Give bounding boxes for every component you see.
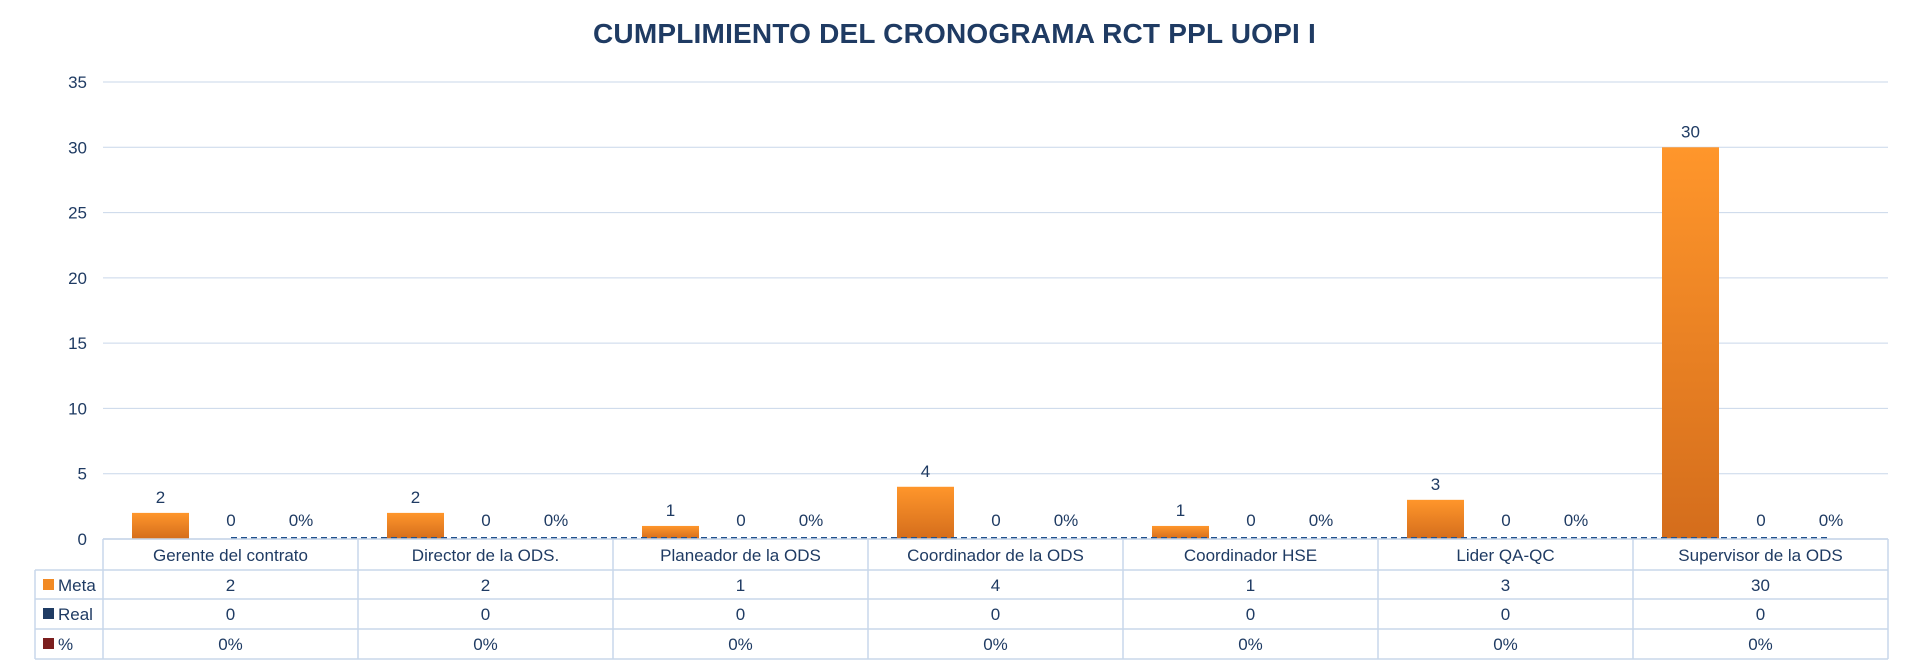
table-cell: 0 <box>1246 605 1255 624</box>
table-cell: 1 <box>1246 576 1255 595</box>
data-label-real: 0 <box>1501 511 1510 530</box>
legend-key <box>43 638 54 649</box>
x-tick-label: Gerente del contrato <box>153 546 308 565</box>
y-tick-label: 10 <box>68 399 87 418</box>
table-cell: 0 <box>991 605 1000 624</box>
data-label-meta: 2 <box>156 488 165 507</box>
data-label-real: 0 <box>1756 511 1765 530</box>
data-label-percent: 0% <box>289 511 314 530</box>
y-tick-label: 25 <box>68 204 87 223</box>
table-cell: 3 <box>1501 576 1510 595</box>
table-cell: 0 <box>1501 605 1510 624</box>
y-tick-label: 30 <box>68 138 87 157</box>
table-cell: 0 <box>481 605 490 624</box>
y-tick-label: 0 <box>78 530 87 549</box>
legend-key <box>43 579 54 590</box>
data-label-percent: 0% <box>544 511 569 530</box>
table-cell: 2 <box>226 576 235 595</box>
table-cell: 0% <box>1493 635 1518 654</box>
bar-meta <box>1152 525 1209 539</box>
gridlines <box>103 81 1888 540</box>
x-tick-label: Lider QA-QC <box>1456 546 1554 565</box>
y-tick-label: 5 <box>78 465 87 484</box>
x-tick-label: Director de la ODS. <box>412 546 559 565</box>
bar-meta <box>897 486 954 539</box>
data-label-percent: 0% <box>1564 511 1589 530</box>
table-cell: 0 <box>226 605 235 624</box>
data-label-meta: 2 <box>411 488 420 507</box>
x-tick-label: Supervisor de la ODS <box>1678 546 1842 565</box>
y-tick-label: 20 <box>68 269 87 288</box>
table-cell: 0% <box>1238 635 1263 654</box>
table-cell: 0 <box>736 605 745 624</box>
table-cell: 0% <box>1748 635 1773 654</box>
bar-meta <box>1662 147 1719 540</box>
data-label-real: 0 <box>1246 511 1255 530</box>
y-tick-label: 35 <box>68 73 87 92</box>
data-label-meta: 4 <box>921 462 930 481</box>
data-label-real: 0 <box>736 511 745 530</box>
x-tick-label: Planeador de la ODS <box>660 546 821 565</box>
bar-meta <box>132 512 189 539</box>
bar-meta <box>1407 499 1464 539</box>
bar-meta <box>642 525 699 539</box>
data-label-real: 0 <box>226 511 235 530</box>
legend-label: Meta <box>58 576 96 595</box>
table-cell: 0% <box>983 635 1008 654</box>
data-table: Gerente del contrato Director de la ODS. P… <box>34 538 1889 660</box>
data-label-percent: 0% <box>1054 511 1079 530</box>
data-label-real: 0 <box>481 511 490 530</box>
x-tick-label: Coordinador HSE <box>1184 546 1317 565</box>
data-label-real: 0 <box>991 511 1000 530</box>
table-cell: 1 <box>736 576 745 595</box>
table-cell: 2 <box>481 576 490 595</box>
table-cell: 0% <box>728 635 753 654</box>
y-axis: 0 5 10 15 20 25 30 35 <box>68 73 87 549</box>
table-cell: 0% <box>218 635 243 654</box>
y-tick-label: 15 <box>68 334 87 353</box>
data-label-meta: 1 <box>1176 501 1185 520</box>
x-tick-label: Coordinador de la ODS <box>907 546 1084 565</box>
data-label-percent: 0% <box>1819 511 1844 530</box>
data-label-meta: 3 <box>1431 475 1440 494</box>
data-label-meta: 1 <box>666 501 675 520</box>
table-cell: 30 <box>1751 576 1770 595</box>
bar-meta <box>387 512 444 539</box>
legend-label: Real <box>58 605 93 624</box>
chart-title: CUMPLIMIENTO DEL CRONOGRAMA RCT PPL UOPI… <box>593 18 1316 49</box>
legend-label: % <box>58 635 73 654</box>
legend-key <box>43 608 54 619</box>
table-cell: 0% <box>473 635 498 654</box>
table-cell: 0 <box>1756 605 1765 624</box>
data-label-meta: 30 <box>1681 122 1700 141</box>
data-label-percent: 0% <box>1309 511 1334 530</box>
bars: 20 0%20 0%10 0%40 0%10 0%30 0%300 0% <box>132 122 1844 540</box>
table-cell: 4 <box>991 576 1000 595</box>
data-label-percent: 0% <box>799 511 824 530</box>
